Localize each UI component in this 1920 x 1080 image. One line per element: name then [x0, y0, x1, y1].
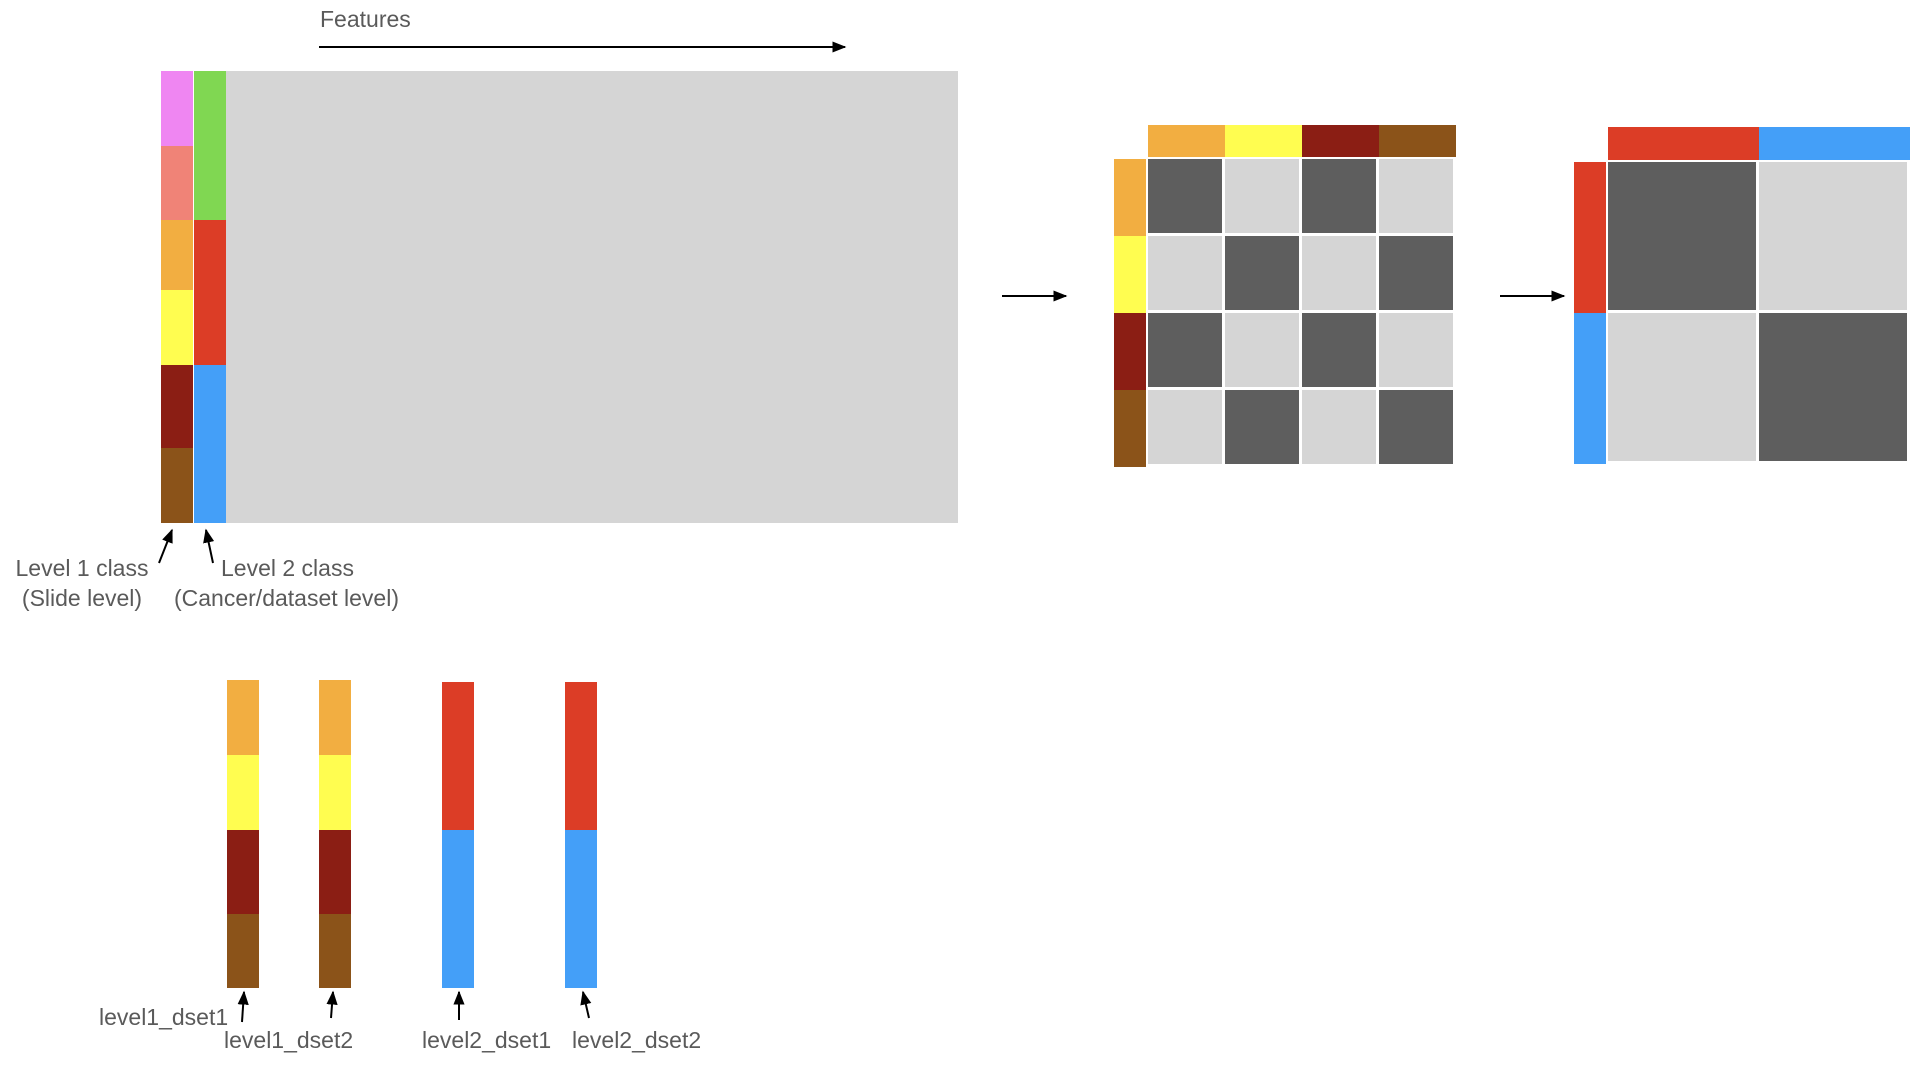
matrix4-cell: [1225, 159, 1299, 233]
level1-dset2-bar-segment: [319, 914, 351, 988]
level2-dset2-label: level2_dset2: [572, 1027, 702, 1053]
level1-class-block-orange: [161, 220, 193, 290]
matrix4-cell: [1302, 390, 1376, 464]
level2-dset1-bar-segment: [442, 682, 474, 830]
matrix2-top-class-blue: [1759, 127, 1910, 160]
matrix2-top-class-red: [1608, 127, 1759, 160]
level1-class-block-yellow: [161, 290, 193, 365]
features-label: Features: [320, 6, 411, 32]
matrix4-top-class-yellow: [1225, 125, 1302, 157]
level2-pointer-arrow: [203, 528, 215, 564]
level1-class-block-pink: [161, 71, 193, 146]
matrix2-cell: [1759, 162, 1907, 310]
matrix4-cell: [1225, 236, 1299, 310]
level1-dset1-bar-segment: [227, 755, 259, 830]
level1-dset2-bar-segment: [319, 680, 351, 755]
level1-pointer-arrow: [158, 528, 173, 564]
matrix4-top-class-brown: [1379, 125, 1456, 157]
level1-dset1-arrow: [237, 990, 249, 1023]
matrix4-left-class-orange: [1114, 159, 1146, 236]
matrix2-left-class-blue: [1574, 313, 1606, 464]
matrix4-cell: [1225, 313, 1299, 387]
level1-class-block-darkred: [161, 365, 193, 448]
matrix2-left-class-red: [1574, 162, 1606, 313]
level2-class-block-red: [194, 220, 226, 365]
level2-class-label: Level 2 class: [221, 555, 354, 581]
matrix4-cell: [1302, 236, 1376, 310]
level1-dset1-bar-segment: [227, 830, 259, 914]
matrix4-cell: [1302, 313, 1376, 387]
level1-class-block-salmon: [161, 146, 193, 220]
feature-matrix: [226, 71, 958, 523]
matrix4-cell: [1148, 236, 1222, 310]
level2-sub-label: (Cancer/dataset level): [174, 585, 399, 611]
matrix2-cell: [1608, 313, 1756, 461]
level1-dset1-bar-segment: [227, 680, 259, 755]
matrix4-top-class-darkred: [1302, 125, 1379, 157]
level2-dset1-bar-segment: [442, 830, 474, 988]
matrix4-cell: [1148, 390, 1222, 464]
level1-dset2-bar-segment: [319, 830, 351, 914]
level1-class-block-brown: [161, 448, 193, 523]
level2-dset2-bar-segment: [565, 682, 597, 830]
level1-dset2-arrow: [326, 990, 338, 1019]
matrix2-cell: [1759, 313, 1907, 461]
matrix4-left-class-darkred: [1114, 313, 1146, 390]
matrix2-cell: [1608, 162, 1756, 310]
level1-dset1-bar-segment: [227, 914, 259, 988]
level1-dset2-bar-segment: [319, 755, 351, 830]
level2-dset2-arrow: [580, 990, 592, 1019]
level1-class-label: Level 1 class: [15, 555, 149, 581]
level2-dset1-label: level2_dset1: [422, 1027, 552, 1053]
level2-class-block-blue: [194, 365, 226, 523]
matrix4-cell: [1379, 313, 1453, 387]
level1-sub-label: (Slide level): [21, 585, 143, 611]
level1-dset1-label: level1_dset1: [99, 1004, 229, 1030]
matrix4-cell: [1379, 390, 1453, 464]
matrix4-left-class-yellow: [1114, 236, 1146, 313]
matrix4-cell: [1148, 159, 1222, 233]
level1-dset2-label: level1_dset2: [224, 1027, 354, 1053]
matrix4-cell: [1225, 390, 1299, 464]
matrix4-cell: [1302, 159, 1376, 233]
level2-class-block-green: [194, 71, 226, 220]
level2-dset2-bar-segment: [565, 830, 597, 988]
matrix4-cell: [1379, 236, 1453, 310]
matrix4-left-class-brown: [1114, 390, 1146, 467]
matrix4-top-class-orange: [1148, 125, 1225, 157]
matrix4-cell: [1379, 159, 1453, 233]
matrix4-cell: [1148, 313, 1222, 387]
